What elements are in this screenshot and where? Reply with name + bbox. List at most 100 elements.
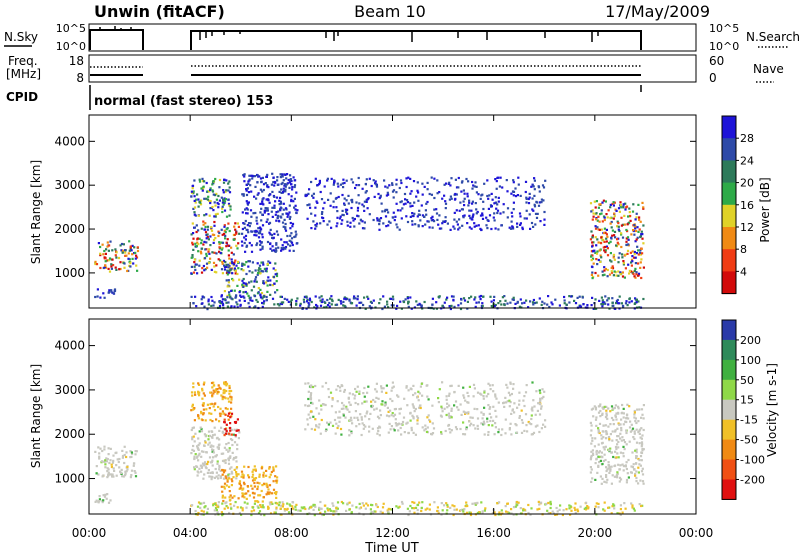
range-gate-cell — [620, 426, 623, 430]
range-gate-cell — [409, 215, 412, 218]
range-gate-cell — [427, 414, 430, 417]
range-gate-cell — [266, 173, 269, 176]
range-gate-cell — [246, 187, 249, 190]
range-gate-cell — [626, 230, 629, 233]
range-gate-cell — [594, 505, 597, 508]
range-gate-cell — [358, 423, 361, 426]
range-gate-cell — [216, 462, 219, 465]
range-gate-cell — [549, 500, 552, 503]
range-gate-cell — [243, 299, 246, 302]
range-gate-cell — [256, 273, 259, 276]
range-gate-cell — [109, 447, 112, 450]
range-gate-cell — [442, 220, 445, 223]
range-gate-cell — [523, 508, 526, 511]
range-gate-cell — [332, 183, 335, 186]
range-gate-cell — [220, 196, 223, 199]
range-gate-cell — [266, 198, 270, 201]
range-gate-cell — [530, 417, 533, 421]
range-gate-cell — [637, 249, 640, 252]
range-gate-cell — [382, 387, 385, 390]
power-panel-frame — [88, 114, 697, 309]
range-gate-cell — [314, 227, 317, 230]
range-gate-cell — [596, 226, 599, 229]
range-gate-cell — [241, 492, 244, 495]
range-gate-cell — [608, 466, 611, 469]
range-gate-cell — [600, 482, 603, 485]
range-gate-cell — [191, 426, 194, 430]
range-gate-cell — [221, 298, 224, 301]
range-gate-cell — [254, 500, 257, 503]
range-gate-cell — [264, 182, 267, 185]
range-gate-cell — [494, 422, 497, 425]
range-gate-cell — [225, 245, 228, 248]
range-gate-cell — [635, 480, 638, 483]
time-tick-label: 16:00 — [476, 526, 511, 540]
range-gate-cell — [478, 295, 481, 298]
range-gate-cell — [238, 291, 241, 294]
range-gate-cell — [243, 483, 246, 486]
range-gate-cell — [232, 433, 235, 436]
range-gate-cell — [242, 282, 245, 285]
range-gate-cell — [104, 493, 107, 496]
range-gate-cell — [229, 262, 232, 265]
range-gate-cell — [125, 254, 128, 257]
range-gate-cell — [203, 381, 206, 384]
range-gate-cell — [256, 222, 259, 225]
range-gate-cell — [465, 511, 469, 514]
range-gate-cell — [455, 508, 458, 511]
range-gate-cell — [310, 300, 313, 304]
range-gate-cell — [392, 211, 395, 214]
range-gate-cell — [611, 265, 614, 268]
range-gate-cell — [390, 297, 393, 300]
range-gate-cell — [600, 303, 603, 306]
range-gate-cell — [433, 177, 436, 180]
range-gate-cell — [363, 395, 366, 398]
range-gate-cell — [198, 180, 202, 183]
range-gate-cell — [388, 415, 391, 418]
range-gate-cell — [634, 240, 637, 243]
range-gate-cell — [349, 221, 352, 224]
range-gate-cell — [134, 251, 137, 254]
range-gate-cell — [256, 181, 259, 184]
range-gate-cell — [228, 499, 231, 502]
range-gate-cell — [230, 258, 233, 261]
range-gate-cell — [603, 216, 606, 219]
range-gate-cell — [248, 270, 251, 273]
range-gate-cell — [385, 414, 389, 417]
range-gate-cell — [361, 422, 364, 425]
range-gate-cell — [310, 427, 313, 431]
range-gate-cell — [219, 251, 222, 255]
range-gate-cell — [229, 205, 232, 208]
range-gate-cell — [599, 203, 602, 206]
range-gate-cell — [199, 426, 202, 429]
range-gate-cell — [386, 186, 389, 189]
range-gate-cell — [239, 304, 242, 307]
range-gate-cell — [230, 401, 233, 404]
range-gate-cell — [366, 207, 369, 210]
range-gate-cell — [521, 302, 524, 305]
range-gate-cell — [209, 235, 212, 238]
range-gate-cell — [218, 438, 221, 441]
range-gate-cell — [617, 302, 620, 305]
range-gate-cell — [612, 201, 615, 204]
range-gate-cell — [268, 491, 271, 494]
range-gate-cell — [191, 405, 194, 408]
range-gate-cell — [200, 298, 203, 301]
range-gate-cell — [423, 185, 426, 188]
range-gate-cell — [604, 267, 607, 271]
range-gate-cell — [369, 508, 372, 511]
range-gate-cell — [374, 388, 377, 391]
range-gate-cell — [483, 509, 486, 512]
range-gate-cell — [633, 416, 636, 419]
range-gate-cell — [511, 298, 514, 301]
range-gate-cell — [530, 221, 534, 225]
range-gate-cell — [638, 503, 641, 506]
range-gate-cell — [617, 225, 620, 228]
range-gate-cell — [227, 254, 230, 257]
range-gate-cell — [415, 195, 418, 198]
range-gate-cell — [604, 251, 607, 254]
range-gate-cell — [618, 476, 622, 479]
range-gate-cell — [448, 305, 451, 308]
range-gate-cell — [387, 431, 390, 434]
range-gate-cell — [111, 461, 115, 464]
